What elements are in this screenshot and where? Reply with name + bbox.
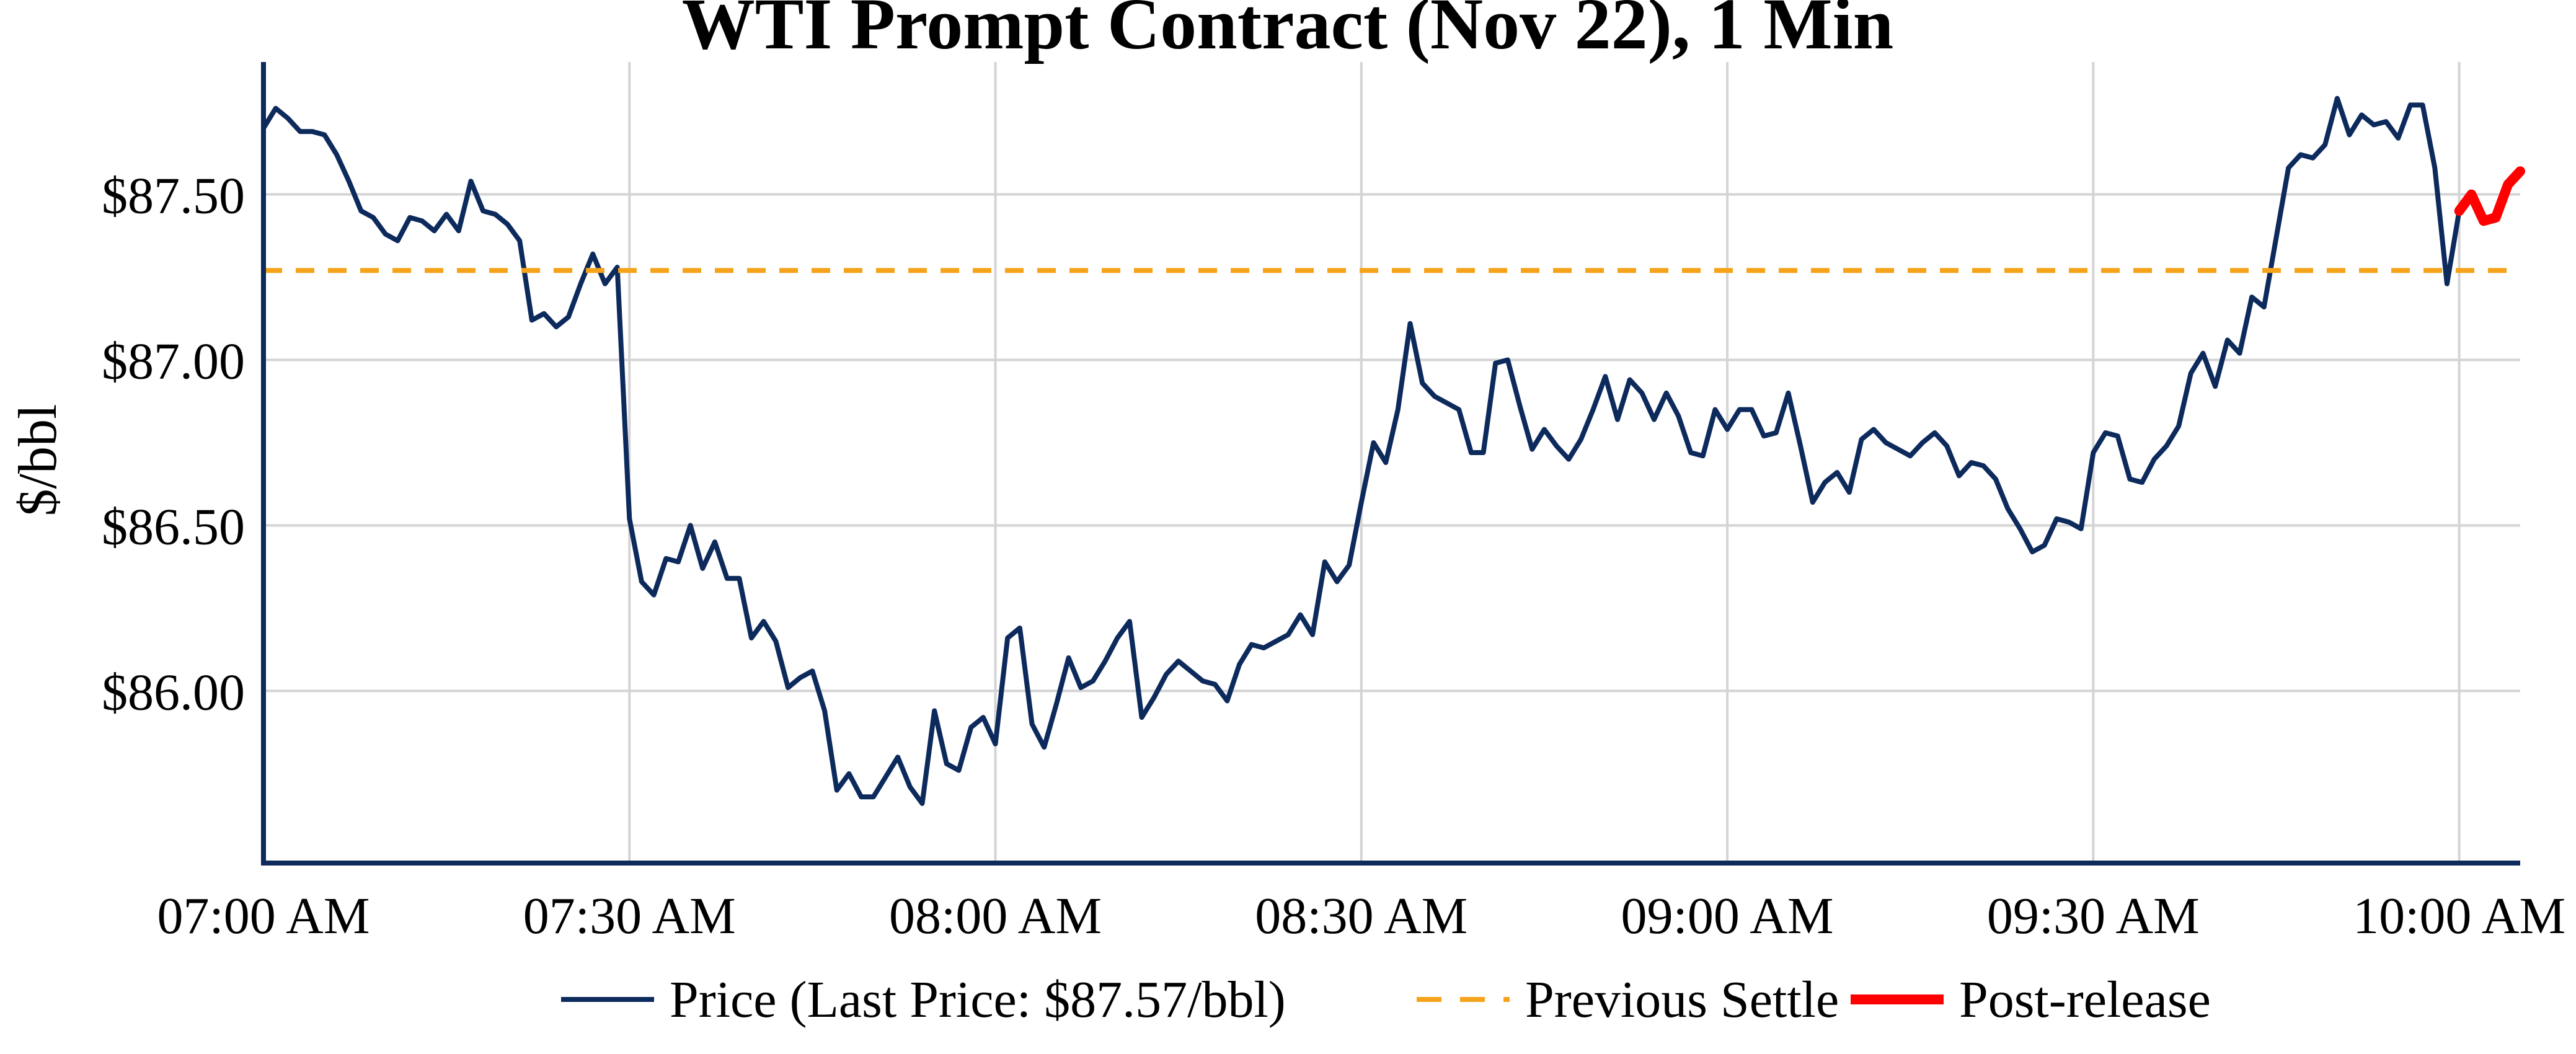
y-tick-label: $86.00 (102, 663, 245, 721)
series-lines (261, 95, 2525, 806)
x-tick-label: 08:00 AM (889, 887, 1102, 945)
legend-label: Previous Settle (1525, 971, 1839, 1029)
series-line-0 (261, 95, 2462, 806)
legend-label: Post-release (1959, 971, 2211, 1029)
y-axis-label: $/bbl (8, 404, 68, 516)
y-tick-label: $86.50 (102, 498, 245, 556)
legend: Price (Last Price: $87.57/bbl) Previous S… (561, 971, 2211, 1029)
x-tick-label: 08:30 AM (1255, 887, 1467, 945)
x-tick-label: 07:00 AM (157, 887, 370, 945)
x-tick-label: 09:00 AM (1621, 887, 1834, 945)
axes (261, 62, 2520, 866)
x-tick-label: 10:00 AM (2353, 887, 2565, 945)
y-tick-label: $87.00 (102, 332, 245, 390)
x-tick-label: 09:30 AM (1987, 887, 2200, 945)
chart-title: WTI Prompt Contract (Nov 22), 1 Min (682, 0, 1893, 64)
series-line-2 (2454, 166, 2525, 226)
y-tick-label: $87.50 (102, 167, 245, 225)
x-tick-label: 07:30 AM (523, 887, 736, 945)
y-tick-labels: $86.00 $86.50 $87.00 $87.50 (102, 167, 245, 722)
legend-label: Price (Last Price: $87.57/bbl) (670, 971, 1286, 1029)
x-tick-labels: 07:00 AM 07:30 AM 08:00 AM 08:30 AM 09:00 AM… (157, 887, 2565, 945)
grid-lines (263, 62, 2520, 863)
